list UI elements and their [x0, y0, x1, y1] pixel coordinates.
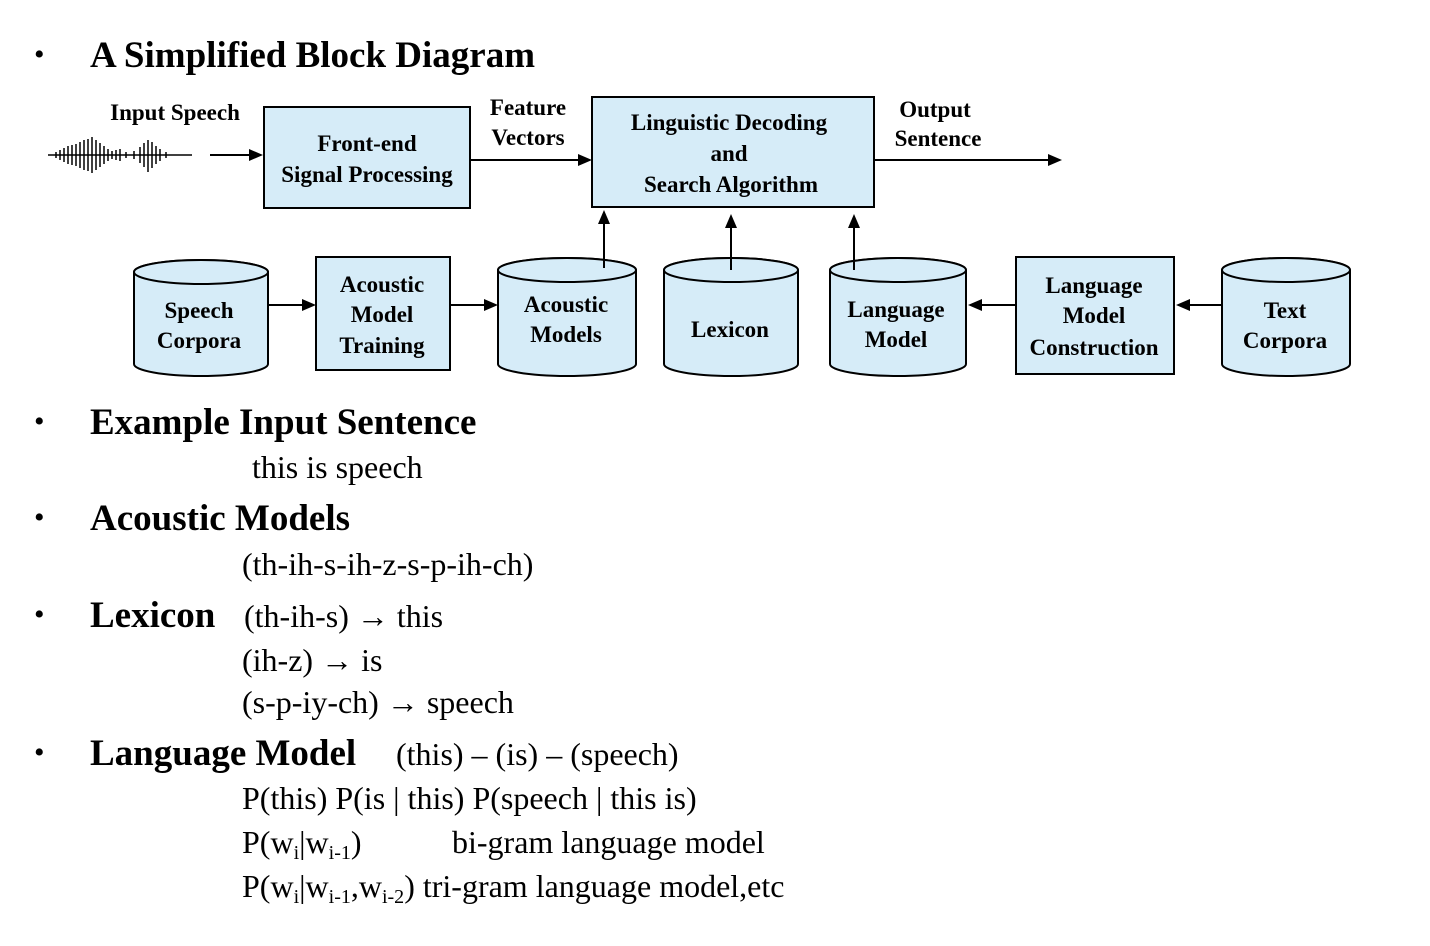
lexicon-entry: (ih-z) → is [242, 642, 383, 678]
text-corpora-label-1: Text [1264, 298, 1307, 323]
lexicon-entry: (s-p-iy-ch) → speech [242, 684, 514, 720]
bigram-description: bi-gram language model [452, 824, 765, 860]
lexicon-cylinder [663, 257, 799, 377]
decoding-label-3: Search Algorithm [644, 172, 818, 197]
output-sentence-label-2: Sentence [895, 126, 982, 151]
bullet: • [34, 598, 45, 631]
block-diagram: Input Speech Front-end Signal Processing… [48, 95, 1351, 377]
front-end-label-2: Signal Processing [281, 162, 453, 187]
example-sentence: this is speech [252, 449, 423, 485]
feature-vectors-label-2: Vectors [491, 125, 564, 150]
trigram-description: tri-gram language model,etc [414, 868, 785, 904]
acoustic-model-training-box [315, 256, 451, 371]
lm-construction-label-2: Model [1063, 303, 1126, 328]
lm-sequence: (this) – (is) – (speech) [396, 736, 679, 772]
lm-probability: P(this) P(is | this) P(speech | this is) [242, 780, 697, 816]
lm-construction-label-1: Language [1045, 273, 1142, 298]
language-model-label-1: Language [847, 297, 944, 322]
bullet: • [34, 736, 45, 769]
text-corpora-label-2: Corpora [1243, 328, 1328, 353]
language-model-cylinder [829, 257, 967, 377]
acoustic-models-cylinder [497, 257, 637, 377]
decoding-box [591, 96, 875, 208]
decoding-label-2: and [710, 141, 747, 166]
feature-vectors-label-1: Feature [490, 95, 566, 120]
bigram-formula: P(wi|wi-1) [242, 824, 362, 864]
speech-corpora-cylinder [133, 259, 269, 377]
lexicon-entry: (th-ih-s) → this [244, 598, 444, 634]
acoustic-phones: (th-ih-s-ih-z-s-p-ih-ch) [242, 546, 534, 582]
lm-construction-label-3: Construction [1029, 335, 1158, 360]
bullet: • [34, 38, 45, 71]
section-heading-block-diagram: A Simplified Block Diagram [90, 35, 536, 76]
lexicon-label: Lexicon [691, 317, 769, 342]
am-training-label-2: Model [351, 302, 414, 327]
input-speech-label: Input Speech [110, 100, 240, 125]
front-end-box [263, 106, 471, 209]
am-training-label-1: Acoustic [340, 272, 424, 297]
text-corpora-cylinder [1221, 257, 1351, 377]
decoding-label-1: Linguistic Decoding [631, 110, 828, 135]
speech-corpora-label-1: Speech [165, 298, 234, 323]
speech-corpora-label-2: Corpora [157, 328, 242, 353]
front-end-label-1: Front-end [317, 131, 416, 156]
am-training-label-3: Training [339, 333, 425, 358]
output-sentence-label-1: Output [899, 97, 971, 122]
bullet: • [34, 405, 45, 438]
trigram-formula: P(wi|wi-1,wi-2) tri-gram language model,… [242, 868, 785, 908]
speech-waveform-icon [48, 137, 192, 173]
language-model-label-2: Model [865, 327, 928, 352]
section-heading-language-model: Language Model [90, 733, 357, 774]
lm-construction-box [1015, 256, 1175, 375]
section-heading-example: Example Input Sentence [90, 402, 477, 443]
bullet: • [34, 501, 45, 534]
section-heading-acoustic: Acoustic Models [90, 498, 350, 539]
acoustic-models-label-2: Models [530, 322, 602, 347]
acoustic-models-label-1: Acoustic [524, 292, 608, 317]
section-heading-lexicon: Lexicon [90, 595, 216, 636]
